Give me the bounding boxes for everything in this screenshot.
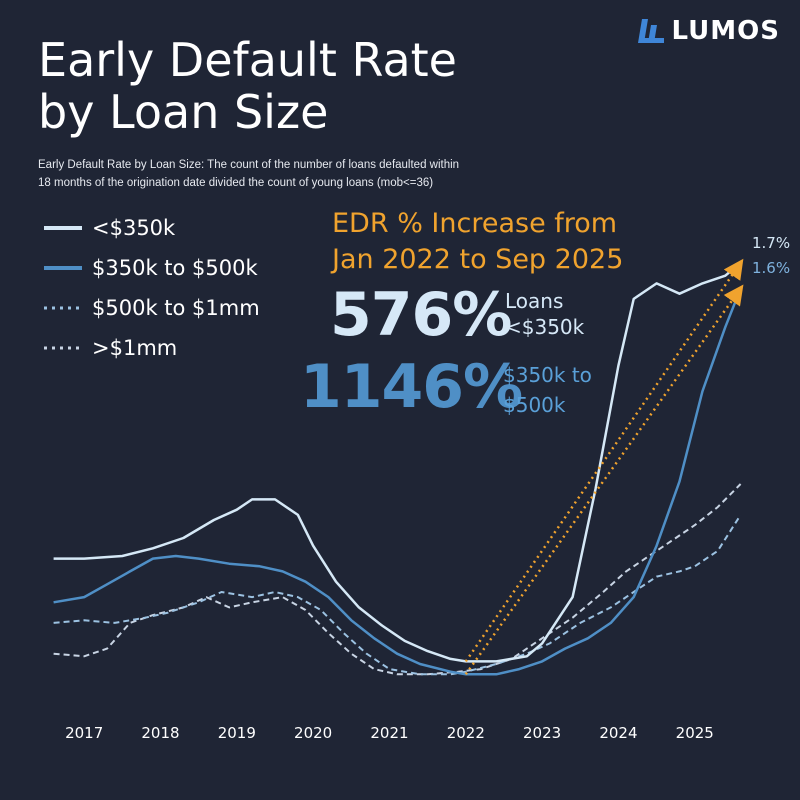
title-line-1: Early Default Rate: [38, 33, 457, 87]
x-tick-label: 2019: [218, 724, 256, 742]
stat-under-350k-label: Loans <$350k: [505, 288, 584, 340]
chart-subtitle: Early Default Rate by Loan Size: The cou…: [38, 156, 538, 192]
series-line-2: [53, 514, 742, 676]
series-line-0: [53, 261, 742, 663]
series-line-1: [53, 288, 742, 676]
legend-swatch-dotted-blue: [44, 306, 82, 310]
legend-item-over-1mm: >$1mm: [44, 328, 260, 368]
legend-item-350k-500k: $350k to $500k: [44, 248, 260, 288]
stat-350k-500k-value: 1146%: [300, 352, 523, 422]
end-value-label-350k-500k: 1.6%: [752, 259, 791, 277]
legend-item-under-350k: <$350k: [44, 208, 260, 248]
increase-arrow-0: [464, 258, 744, 663]
page-title: Early Default Rate by Loan Size: [38, 34, 598, 138]
stat-350k-500k-label-line-2: $500k: [503, 393, 566, 417]
stat-under-350k-label-line-1: Loans: [505, 289, 564, 313]
callout-title: EDR % Increase from Jan 2022 to Sep 2025: [332, 206, 732, 278]
legend-label: >$1mm: [92, 336, 178, 360]
stat-350k-500k-label-line-1: $350k to: [503, 363, 592, 387]
legend-swatch-solid-light: [44, 226, 82, 230]
legend-label: $350k to $500k: [92, 256, 258, 280]
brand-name: LUMOS: [671, 16, 780, 46]
legend-label: <$350k: [92, 216, 176, 240]
x-tick-label: 2022: [447, 724, 485, 742]
x-tick-label: 2024: [599, 724, 637, 742]
x-tick-label: 2018: [141, 724, 179, 742]
x-tick-label: 2017: [65, 724, 103, 742]
legend-label: $500k to $1mm: [92, 296, 260, 320]
x-tick-label: 2025: [676, 724, 714, 742]
subtitle-line-2: 18 months of the origination date divide…: [38, 177, 434, 189]
legend-item-500k-1mm: $500k to $1mm: [44, 288, 260, 328]
title-line-2: by Loan Size: [38, 85, 329, 139]
x-tick-label: 2020: [294, 724, 332, 742]
stat-350k-500k-label: $350k to $500k: [503, 360, 592, 420]
x-tick-label: 2021: [370, 724, 408, 742]
callout-title-line-1: EDR % Increase from: [332, 208, 618, 239]
legend-swatch-solid-blue: [44, 266, 82, 270]
brand-logo: LUMOS: [637, 16, 780, 46]
stat-under-350k-value: 576%: [330, 280, 512, 350]
end-value-label-under-350k: 1.7%: [752, 234, 791, 252]
chart-legend: <$350k $350k to $500k $500k to $1mm >$1m…: [44, 208, 260, 368]
increase-arrow-1: [464, 284, 744, 676]
legend-swatch-dotted-light: [44, 346, 82, 350]
subtitle-line-1: Early Default Rate by Loan Size: The cou…: [38, 159, 460, 171]
lumos-logo-icon: [637, 19, 664, 43]
stat-under-350k-label-line-2: <$350k: [505, 315, 585, 339]
series-line-3: [53, 483, 742, 676]
x-tick-label: 2023: [523, 724, 561, 742]
callout-title-line-2: Jan 2022 to Sep 2025: [332, 244, 624, 275]
